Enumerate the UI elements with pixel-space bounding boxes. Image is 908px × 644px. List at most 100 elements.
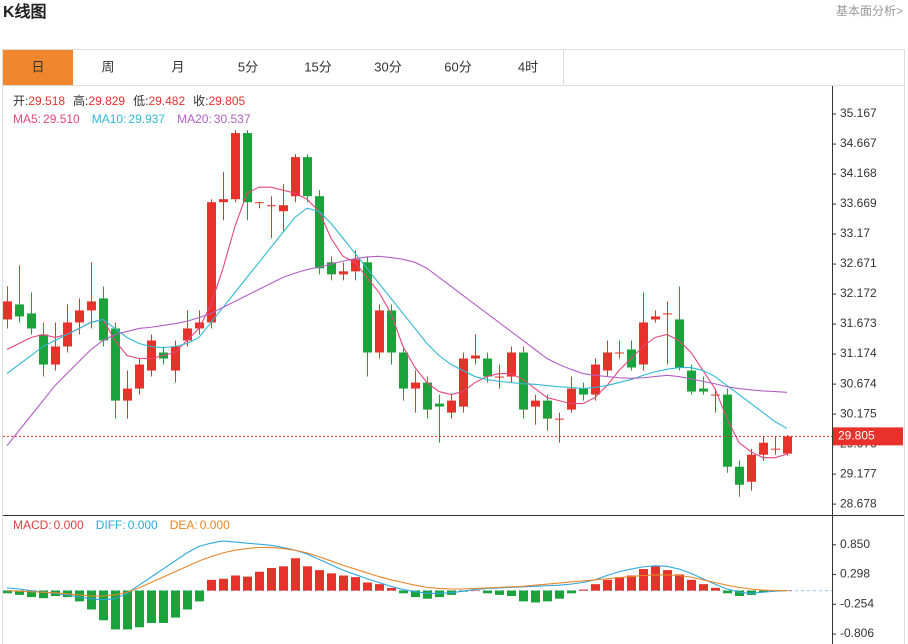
candle-body: [411, 382, 420, 389]
macd-bar: [579, 589, 588, 591]
macd-bar: [231, 575, 240, 591]
macd-bar: [327, 573, 336, 591]
candle-body: [303, 157, 312, 197]
macd-line: [6, 546, 787, 597]
candle-body: [723, 394, 732, 467]
macd-bar: [27, 590, 36, 598]
candle-body: [495, 376, 504, 378]
macd-bar: [75, 590, 84, 602]
macd-bar: [39, 590, 48, 599]
y-tick-label: 28.678: [840, 496, 877, 510]
candle-panel: 35.167 34.667 34.168 33.669 33.17 32.671 32.17…: [3, 93, 903, 510]
macd-bar: [555, 590, 564, 599]
tab-background[interactable]: [423, 50, 493, 85]
candle-body: [3, 301, 12, 320]
candle-body: [567, 388, 576, 410]
tab-label[interactable]: 30分: [374, 59, 401, 74]
macd-bar: [375, 584, 384, 591]
macd-bar: [687, 579, 696, 591]
macd-bar: [519, 590, 528, 602]
ohlc-value: 29.805: [208, 94, 245, 108]
current-price-box: [833, 427, 903, 446]
ohlc-value: 29.518: [28, 94, 65, 108]
candle-body: [51, 346, 60, 365]
macd-bar: [315, 570, 324, 591]
macd-bar: [663, 570, 672, 591]
ohlc-info: 开:29.518 高:29.829 低:29.482 收:29.805: [13, 93, 246, 108]
legend-value: 29.510: [43, 112, 80, 126]
tab-background[interactable]: [143, 50, 213, 85]
y-tick-label: 35.167: [840, 106, 877, 120]
tab-label[interactable]: 5分: [238, 59, 258, 74]
candle-body: [363, 262, 372, 353]
candle-body: [279, 205, 288, 212]
legend-value: 0.000: [128, 518, 158, 532]
candle-body: [123, 388, 132, 401]
candle-body: [483, 358, 492, 377]
tab-label[interactable]: 日: [31, 59, 44, 74]
macd-bar: [135, 590, 144, 628]
macd-bar: [543, 590, 552, 602]
tab-label[interactable]: 月: [171, 59, 184, 74]
legend-name: MACD:: [13, 518, 52, 532]
candle-body: [711, 394, 720, 396]
macd-bar: [351, 577, 360, 591]
macd-bar: [435, 590, 444, 598]
tab-background[interactable]: [353, 50, 423, 85]
tab-label[interactable]: 周: [101, 59, 114, 74]
macd-bar: [711, 587, 720, 591]
macd-bar: [675, 574, 684, 591]
candle-body: [663, 313, 672, 315]
legend-value: 30.537: [214, 112, 251, 126]
y-tick-label: 29.177: [840, 466, 877, 480]
analysis-link[interactable]: 基本面分析>: [836, 4, 903, 18]
macd-bar: [87, 590, 96, 610]
macd-bar: [123, 590, 132, 630]
macd-bar: [387, 587, 396, 591]
macd-bar: [471, 590, 480, 592]
candle-body: [75, 310, 84, 323]
tab-label[interactable]: 60分: [444, 59, 471, 74]
macd-bar: [339, 575, 348, 591]
tab-bar: 日 周 月 5分 15分 30分 60分 4时: [3, 50, 564, 85]
macd-bar: [399, 590, 408, 594]
candle-body: [327, 262, 336, 275]
tab-background[interactable]: [213, 50, 283, 85]
candle-body: [603, 352, 612, 371]
legend-value: 0.000: [54, 518, 84, 532]
tab-background[interactable]: [493, 50, 563, 85]
tab-background[interactable]: [73, 50, 143, 85]
macd-bar: [99, 590, 108, 621]
tab-background[interactable]: [3, 50, 73, 85]
tab-background[interactable]: [283, 50, 353, 85]
candle-body: [171, 346, 180, 371]
macd-bar: [303, 566, 312, 591]
candle-body: [27, 313, 36, 329]
macd-bar: [639, 569, 648, 591]
y-tick-label: -0.806: [840, 626, 874, 640]
y-tick-label: -0.254: [840, 596, 874, 610]
tab-label[interactable]: 15分: [304, 59, 331, 74]
candle-body: [507, 352, 516, 377]
candle-body: [111, 328, 120, 401]
macd-bar: [759, 590, 768, 593]
macd-bar: [411, 590, 420, 598]
candle-body: [651, 316, 660, 320]
candle-body: [387, 310, 396, 353]
candle-body: [135, 364, 144, 389]
y-tick-label: 32.671: [840, 256, 877, 270]
macd-bar: [723, 590, 732, 594]
tab-label[interactable]: 4时: [518, 59, 538, 74]
candle-body: [255, 202, 264, 204]
macd-bar: [195, 590, 204, 602]
macd-bar: [783, 590, 792, 592]
macd-bar: [279, 566, 288, 591]
legend-name: DEA:: [170, 518, 198, 532]
candle-body: [591, 364, 600, 395]
macd-bar: [603, 579, 612, 591]
candle-body: [639, 322, 648, 365]
legend-value: 0.000: [200, 518, 230, 532]
